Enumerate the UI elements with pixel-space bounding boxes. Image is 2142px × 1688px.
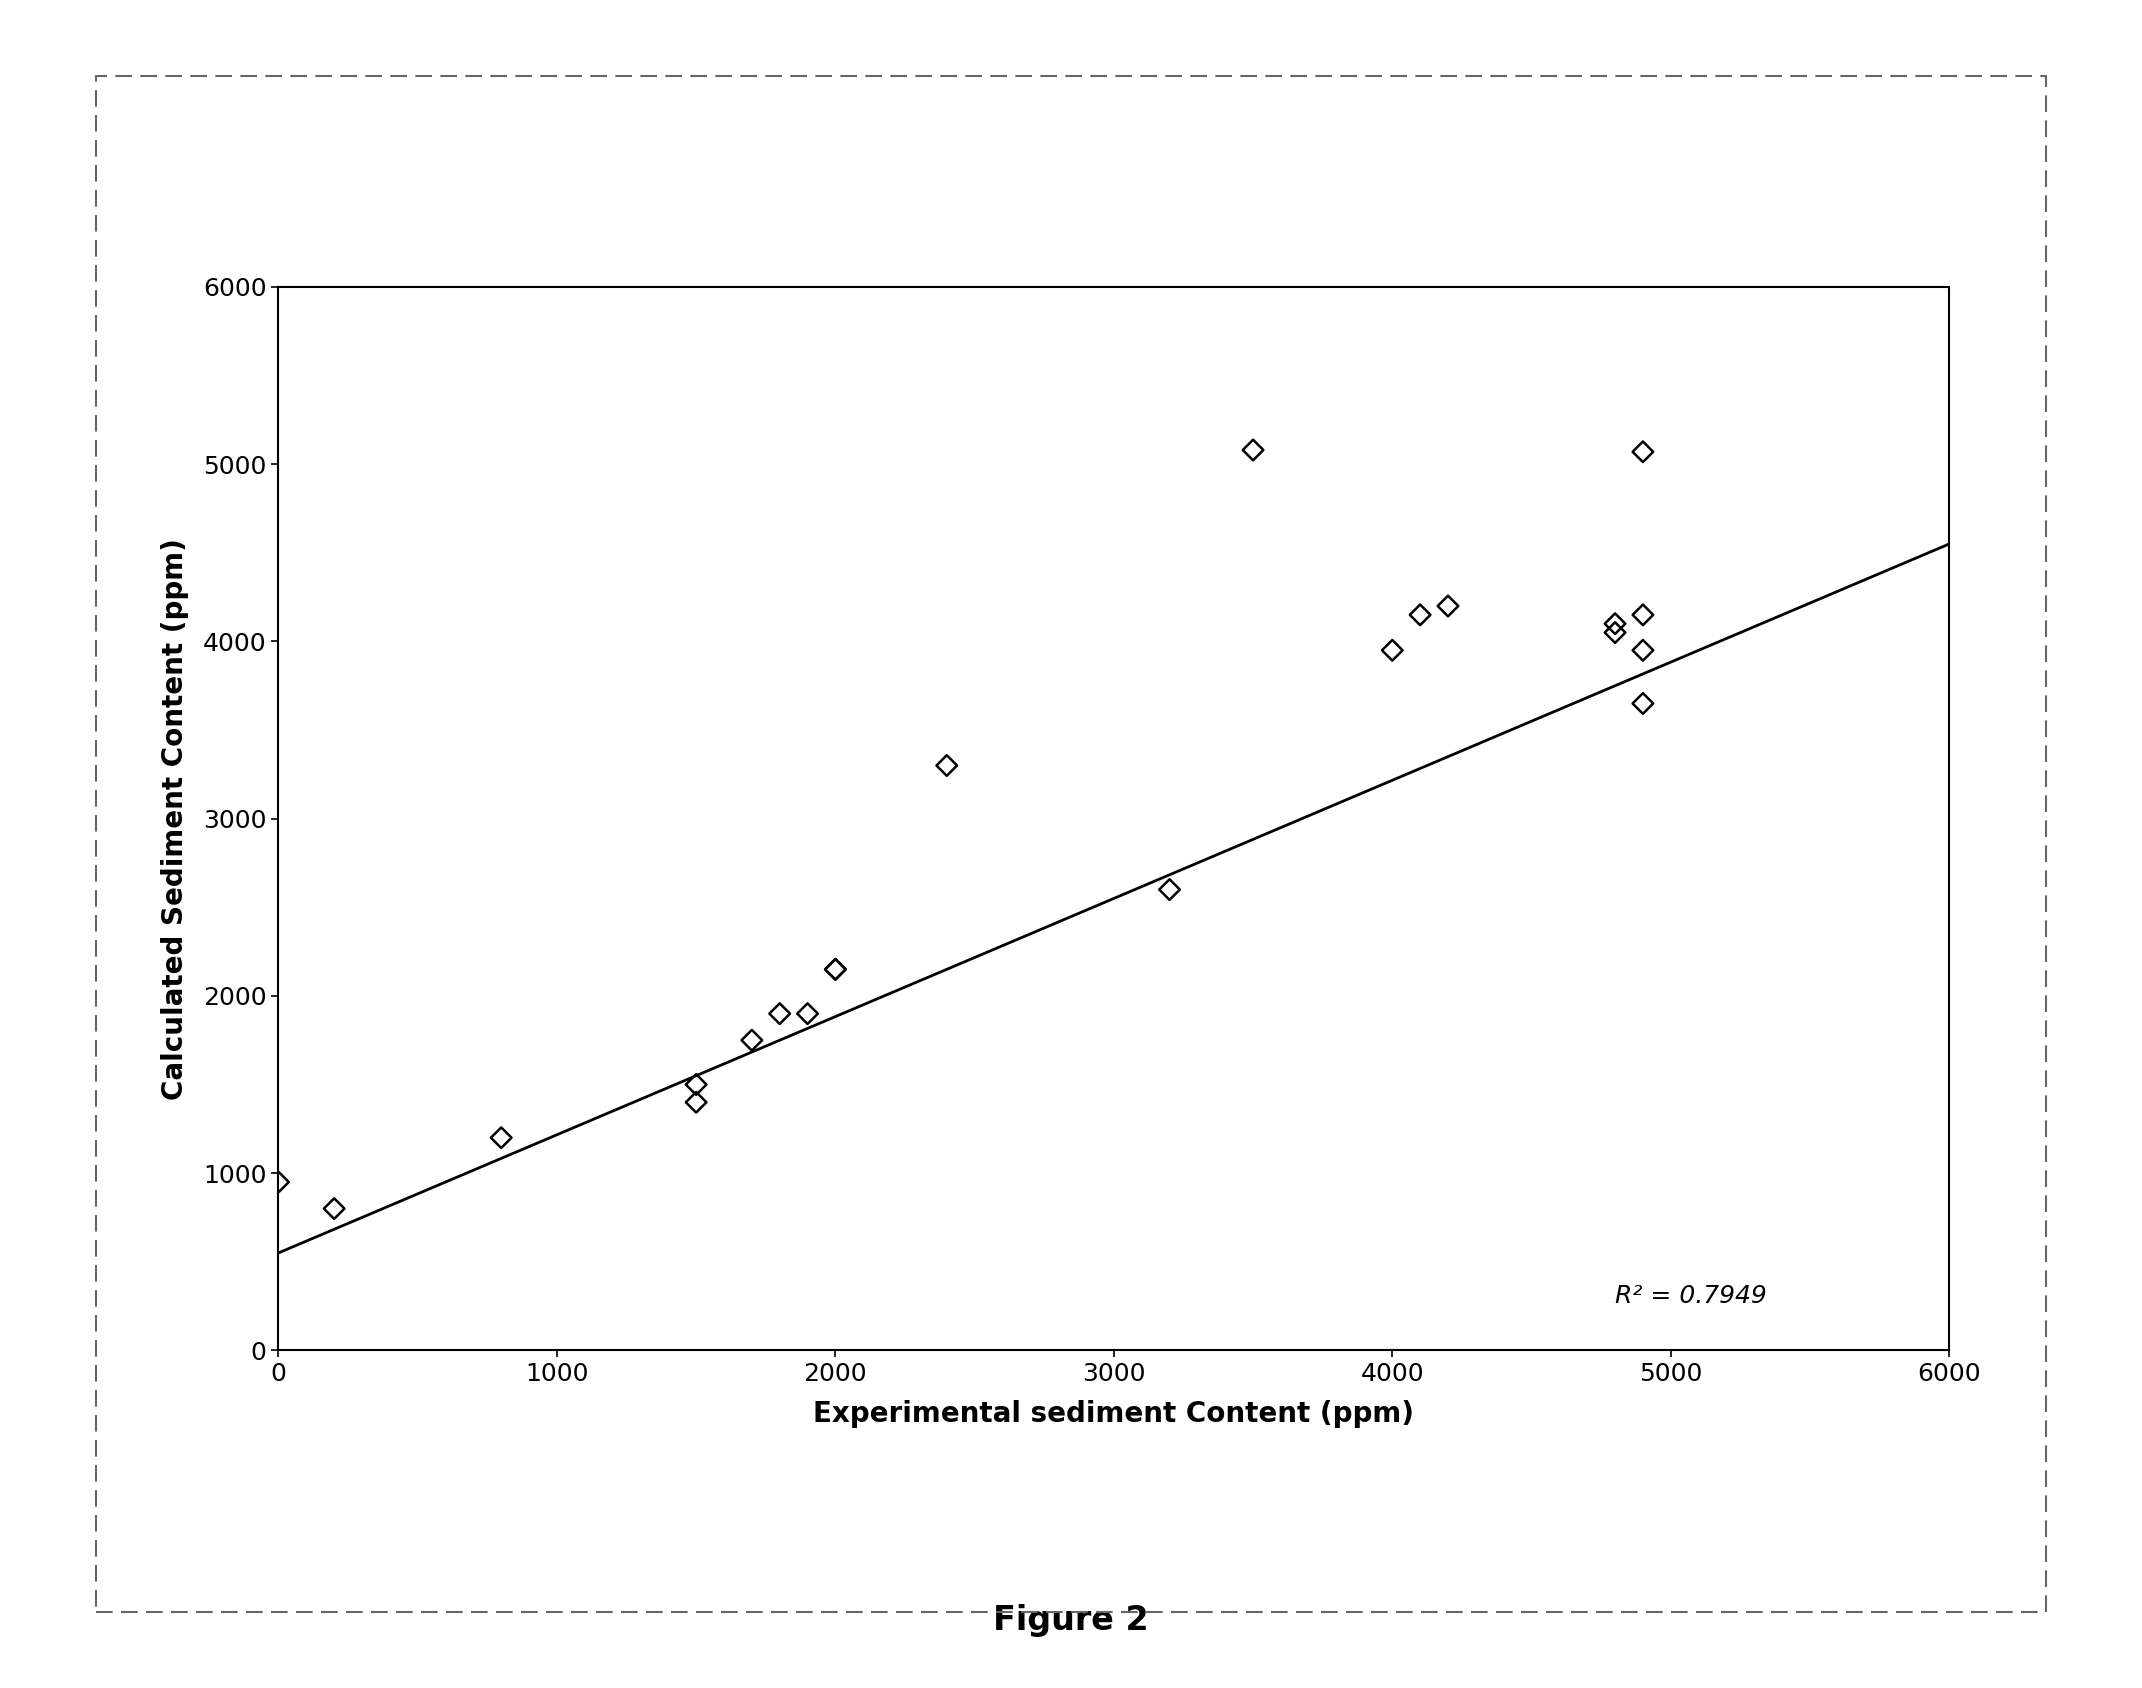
- Point: [763, 999, 797, 1026]
- Point: [1598, 619, 1632, 647]
- Point: [790, 999, 825, 1026]
- Point: [818, 955, 853, 982]
- Point: [679, 1070, 713, 1097]
- Point: [930, 751, 964, 778]
- Point: [1375, 636, 1409, 663]
- Text: R² = 0.7949: R² = 0.7949: [1615, 1285, 1767, 1308]
- X-axis label: Experimental sediment Content (ppm): Experimental sediment Content (ppm): [814, 1399, 1414, 1428]
- Point: [1626, 690, 1660, 717]
- Point: [1598, 609, 1632, 636]
- Point: [317, 1195, 351, 1222]
- Point: [1626, 439, 1660, 466]
- Point: [261, 1168, 296, 1195]
- Point: [1152, 876, 1187, 903]
- Point: [735, 1026, 769, 1053]
- Point: [818, 955, 853, 982]
- Point: [484, 1124, 518, 1151]
- Point: [1626, 636, 1660, 663]
- Point: [1236, 437, 1270, 464]
- Point: [1626, 601, 1660, 628]
- Point: [679, 1089, 713, 1116]
- Y-axis label: Calculated Sediment Content (ppm): Calculated Sediment Content (ppm): [161, 538, 188, 1099]
- Text: Figure 2: Figure 2: [994, 1604, 1148, 1637]
- Point: [1431, 592, 1465, 619]
- Point: [1403, 601, 1437, 628]
